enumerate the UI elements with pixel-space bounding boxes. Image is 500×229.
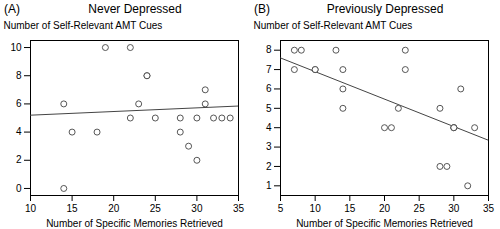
svg-text:15: 15: [67, 203, 79, 214]
svg-text:8: 8: [16, 70, 22, 81]
svg-text:Number of Self-Relevant AMT Cu: Number of Self-Relevant AMT Cues: [254, 20, 413, 31]
svg-text:Number of Self-Relevant AMT Cu: Number of Self-Relevant AMT Cues: [4, 20, 163, 31]
svg-text:25: 25: [414, 203, 426, 214]
svg-text:6: 6: [266, 83, 272, 94]
html-text:Never Depressed: Never Depressed: [88, 2, 182, 16]
html-text:Previously Depressed: Previously Depressed: [326, 2, 444, 16]
svg-text:15: 15: [344, 203, 356, 214]
svg-text:5: 5: [266, 103, 272, 114]
svg-text:8: 8: [266, 44, 272, 55]
svg-text:10: 10: [10, 42, 22, 53]
svg-text:2: 2: [16, 154, 22, 165]
svg-text:3: 3: [266, 141, 272, 152]
svg-text:0: 0: [16, 183, 22, 194]
svg-text:35: 35: [233, 203, 245, 214]
svg-text:Number of Specific Memories Re: Number of Specific Memories Retrieved: [46, 218, 223, 229]
svg-text:25: 25: [150, 203, 162, 214]
svg-text:2: 2: [266, 161, 272, 172]
svg-text:6: 6: [16, 98, 22, 109]
svg-text:30: 30: [448, 203, 460, 214]
svg-text:20: 20: [108, 203, 120, 214]
html-text:(A): (A): [4, 2, 20, 16]
html-text:(B): (B): [254, 2, 270, 16]
svg-text:35: 35: [483, 203, 495, 214]
svg-text:20: 20: [379, 203, 391, 214]
svg-text:4: 4: [266, 122, 272, 133]
svg-text:1: 1: [266, 180, 272, 191]
svg-text:30: 30: [191, 203, 203, 214]
svg-text:5: 5: [278, 203, 284, 214]
svg-text:4: 4: [16, 126, 22, 137]
svg-text:Number of Specific Memories Re: Number of Specific Memories Retrieved: [296, 218, 473, 229]
svg-text:10: 10: [25, 203, 37, 214]
svg-text:10: 10: [310, 203, 322, 214]
svg-text:7: 7: [266, 64, 272, 75]
